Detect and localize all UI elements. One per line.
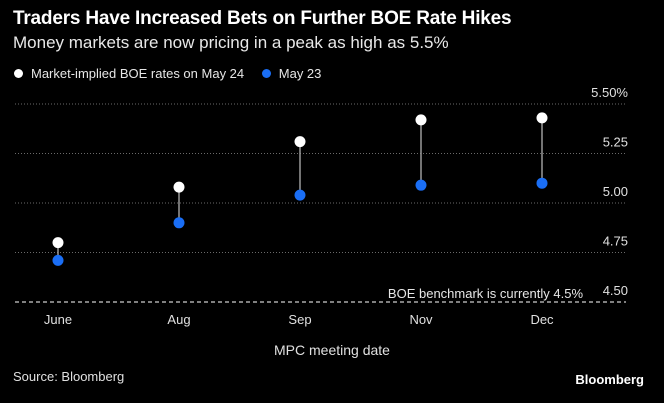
legend: Market-implied BOE rates on May 24 May 2… [14,66,335,81]
source-note: Source: Bloomberg [13,369,125,384]
chart-subtitle: Money markets are now pricing in a peak … [13,33,449,52]
chart-title: Traders Have Increased Bets on Further B… [13,8,512,29]
x-tick-label: Dec [530,312,554,327]
legend-label-may-23: May 23 [278,66,322,81]
x-tick-label: Aug [167,312,190,327]
x-axis-label: MPC meeting date [274,342,390,358]
y-tick-label: 5.00 [603,184,628,199]
data-point-may-24 [536,112,548,124]
data-point-may-23 [173,217,185,229]
data-point-may-24 [173,181,185,193]
data-point-may-23 [536,177,548,189]
data-point-may-23 [52,254,64,266]
legend-swatch-may-24 [14,69,23,78]
x-tick-label: June [44,312,72,327]
legend-label-may-24: Market-implied BOE rates on May 24 [31,66,245,81]
data-point-may-23 [294,189,306,201]
legend-swatch-may-23 [261,69,271,78]
x-tick-label: Nov [409,312,433,327]
data-point-may-24 [294,136,306,148]
legend-item-may-24: Market-implied BOE rates on May 24 [14,66,244,81]
legend-item-may-23: May 23 [261,66,322,81]
data-point-may-24 [415,114,427,126]
y-tick-label: 5.25 [603,135,628,150]
benchmark-annotation: BOE benchmark is currently 4.5% [388,286,584,301]
y-tick-label: 5.50% [591,85,628,100]
data-point-may-23 [415,179,427,191]
y-tick-label: 4.50 [603,283,628,298]
bloomberg-logo: Bloomberg [575,372,644,387]
y-tick-label: 4.75 [603,234,628,249]
data-point-may-24 [52,237,64,249]
x-tick-label: Sep [288,312,311,327]
